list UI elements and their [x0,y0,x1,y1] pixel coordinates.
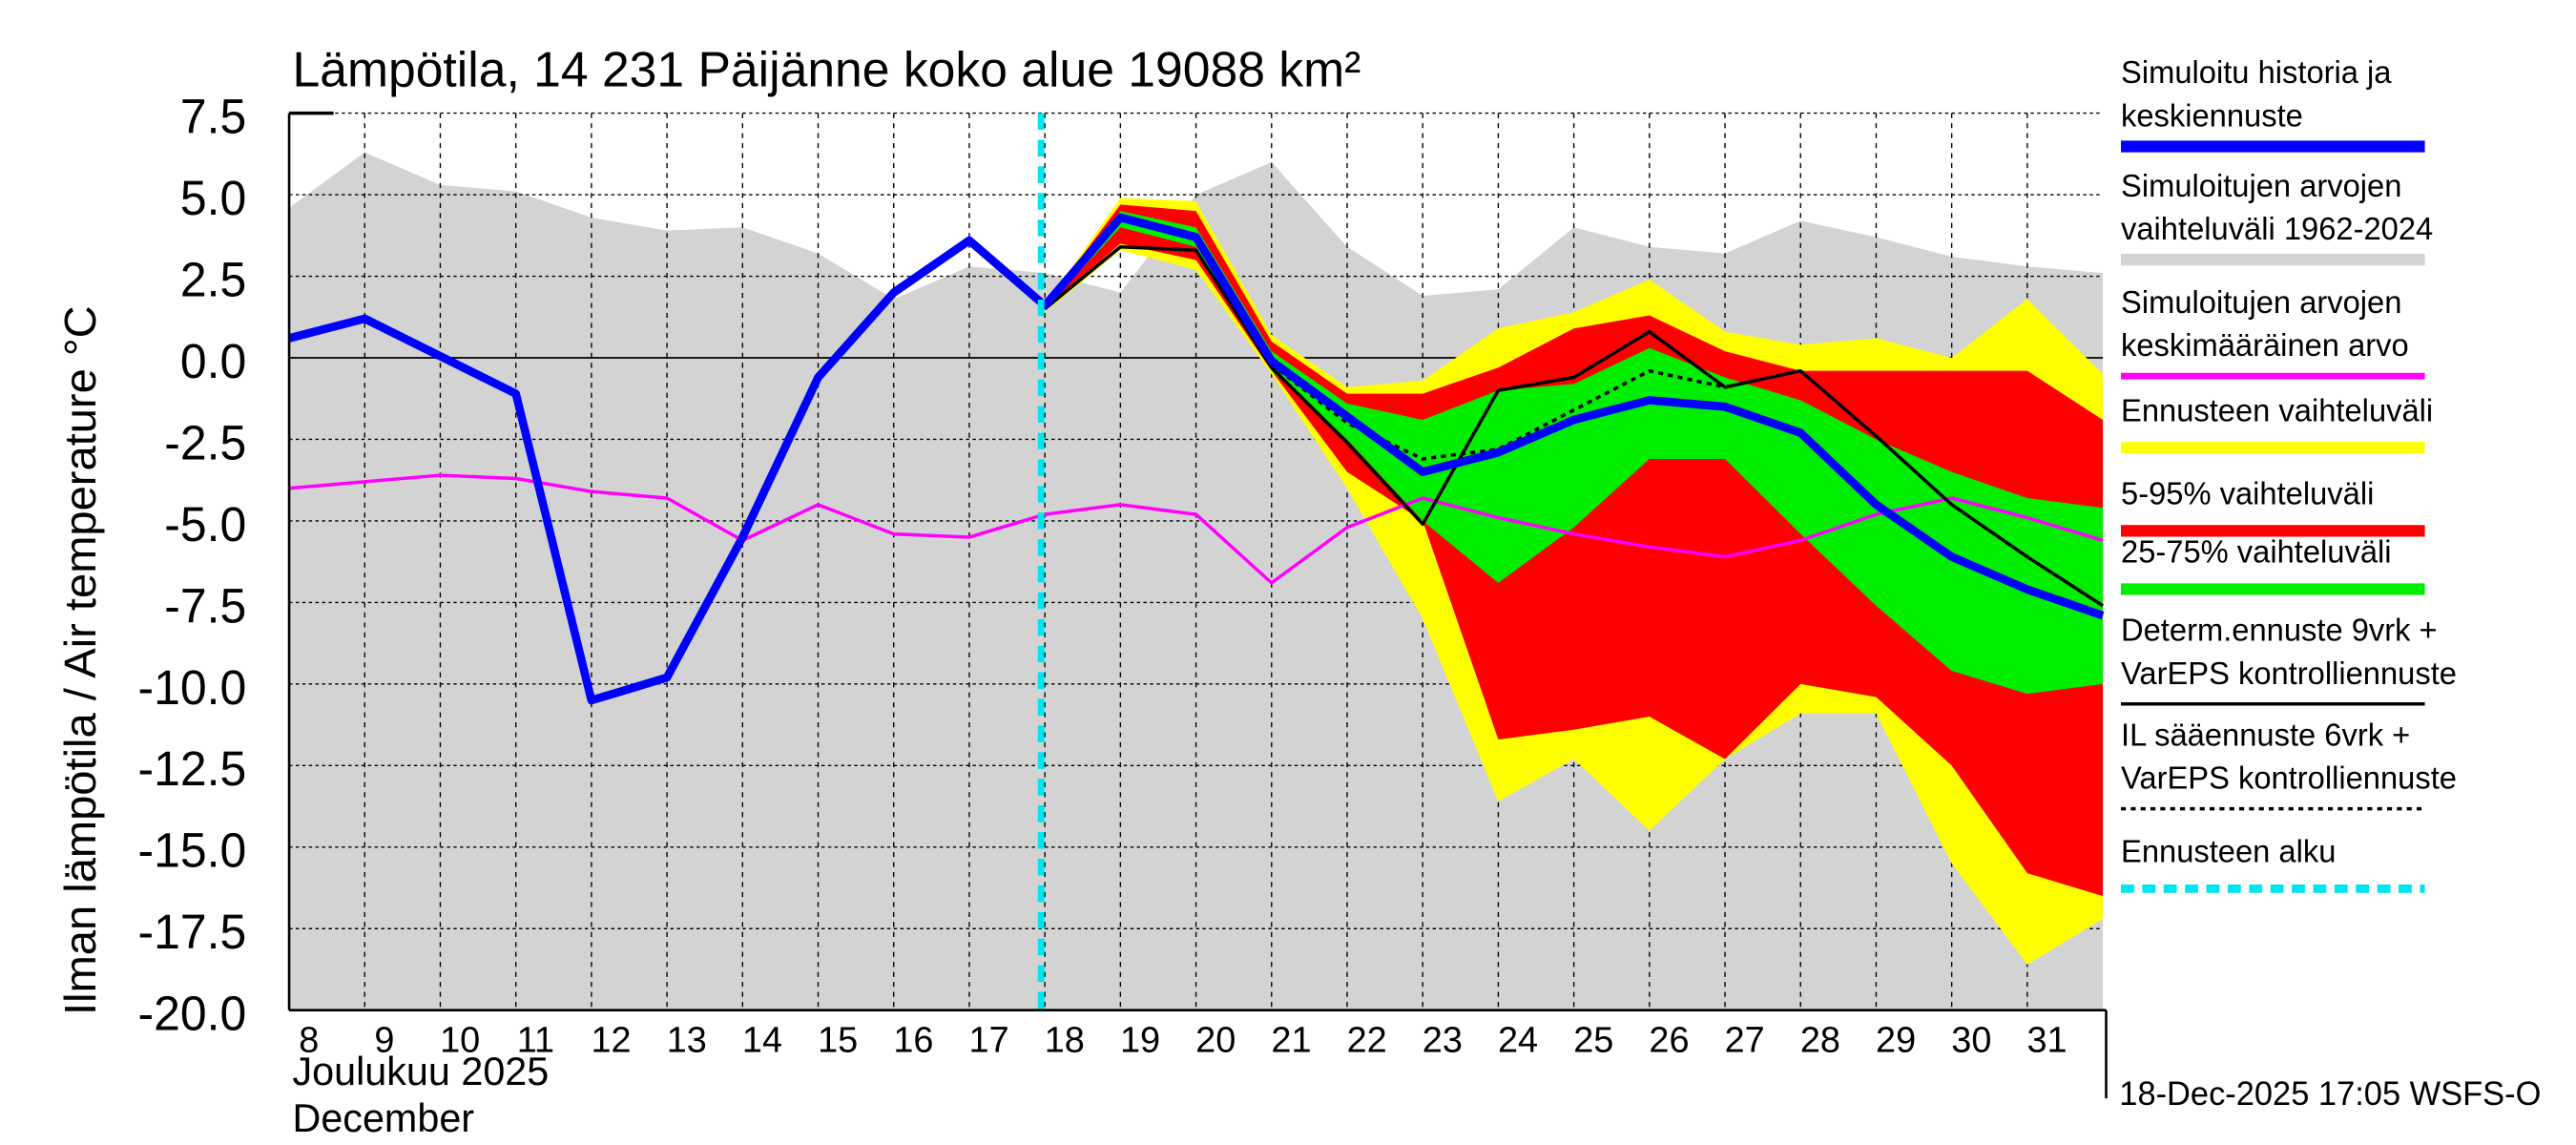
legend-item: Simuloitujen arvojen vaihteluväli 1962-20… [2121,168,2433,266]
x-tick-label: 24 [1498,1019,1538,1060]
legend-label: Simuloitu historia ja [2121,54,2392,90]
legend-label: vaihteluväli 1962-2024 [2121,211,2433,246]
x-tick-label: 23 [1423,1019,1463,1060]
x-tick-label: 13 [667,1019,707,1060]
x-tick-label: 14 [742,1019,782,1060]
y-tick-label: -7.5 [164,579,246,633]
x-tick-label: 29 [1876,1019,1916,1060]
x-tick-label: 16 [893,1019,933,1060]
x-tick-label: 19 [1120,1019,1160,1060]
simulated-line [287,213,2105,705]
y-tick-label: -17.5 [137,906,246,959]
chart-title: Lämpötila, 14 231 Päijänne koko alue 190… [293,42,1361,97]
y-tick-label: -20.0 [137,987,246,1040]
legend-label: IL sääennuste 6vrk + [2121,717,2410,752]
legend-label: Ennusteen alku [2121,833,2336,868]
x-tick-label: 21 [1271,1019,1311,1060]
x-tick-label: 9 [374,1019,394,1060]
y-tick-label: -10.0 [137,661,246,715]
x-tick-label: 28 [1800,1019,1840,1060]
y-tick-label: 7.5 [180,90,246,143]
legend-label: 25-75% vaihteluväli [2121,533,2392,569]
y-tick-label: -5.0 [164,498,246,552]
legend-item: Ennusteen vaihteluväli [2121,392,2433,454]
mean-line [288,473,2104,585]
legend-label: Simuloitujen arvojen [2121,284,2401,320]
legend-label: Ennusteen vaihteluväli [2121,392,2433,427]
x-axis-label-fi: Joulukuu 2025 [293,1049,550,1093]
legend-item: Simuloitujen arvojen keskimääräinen arvo [2121,284,2425,380]
x-tick-label: 20 [1195,1019,1236,1060]
x-tick-label: 10 [440,1019,480,1060]
y-tick-label: -2.5 [164,416,246,469]
legend-label: Determ.ennuste 9vrk + [2121,612,2438,647]
y-tick-label: 2.5 [180,253,246,306]
x-tick-label: 26 [1649,1019,1689,1060]
legend-item: Simuloitu historia ja keskiennuste [2121,54,2425,153]
x-axis-label-en: December [293,1095,475,1140]
legend-label: Simuloitujen arvojen [2121,168,2401,203]
y-tick-label: 5.0 [180,172,246,225]
x-tick-label: 17 [969,1019,1009,1060]
il-forecast-line [1270,363,1726,461]
x-tick-label: 25 [1573,1019,1613,1060]
x-tick-label: 18 [1045,1019,1085,1060]
y-axis-label: Ilman lämpötila / Air temperature °C [55,305,105,1015]
x-tick-label: 8 [299,1019,319,1060]
legend-label: 5-95% vaihteluväli [2121,475,2374,510]
p25-75-band [1045,211,2104,695]
legend-label: keskiennuste [2121,97,2303,133]
x-tick-label: 11 [517,1019,554,1060]
x-tick-label: 15 [818,1019,858,1060]
legend-label: keskimääräinen arvo [2121,327,2409,363]
legend-label: VarEPS kontrolliennuste [2121,760,2457,796]
legend-item: Ennusteen alku [2121,833,2425,893]
legend-item: Determ.ennuste 9vrk + VarEPS kontrollienn… [2121,612,2457,706]
determ-forecast-line [1044,245,2105,608]
footer-timestamp: 18-Dec-2025 17:05 WSFS-O [2119,1076,2541,1113]
x-tick-label: 22 [1347,1019,1387,1060]
y-tick-label: -12.5 [137,742,246,796]
x-tick-label: 12 [592,1019,632,1060]
x-tick-label: 27 [1725,1019,1765,1060]
y-tick-label: 0.0 [180,335,246,388]
y-tick-label: -15.0 [137,823,246,877]
legend-label: VarEPS kontrolliennuste [2121,656,2457,691]
legend-item: IL sääennuste 6vrk + VarEPS kontrolliennu… [2121,717,2457,811]
x-tick-label: 31 [2026,1019,2067,1060]
legend-item: 5-95% vaihteluväli [2121,475,2425,537]
x-tick-label: 30 [1951,1019,1991,1060]
legend: Simuloitu historia jakeskiennusteSimuloi… [2121,54,2457,893]
legend-item: 25-75% vaihteluväli [2121,533,2425,595]
